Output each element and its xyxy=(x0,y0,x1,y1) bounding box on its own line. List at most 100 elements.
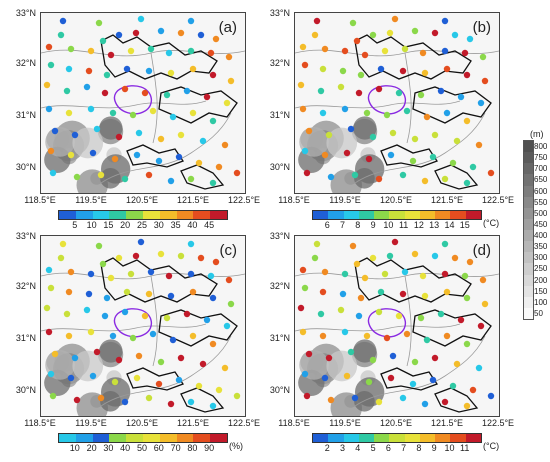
station-marker xyxy=(233,392,241,400)
terrain-blob xyxy=(99,339,123,363)
station-marker xyxy=(45,105,53,113)
lat-label-a-31: 31°N xyxy=(15,110,36,120)
station-marker xyxy=(401,45,409,53)
station-marker xyxy=(199,360,207,368)
station-marker xyxy=(325,131,333,139)
lon-label-ab-1185: 118.5°E xyxy=(24,195,56,205)
station-marker xyxy=(157,135,165,143)
station-marker xyxy=(115,356,123,364)
station-marker xyxy=(343,372,351,380)
station-marker xyxy=(457,316,465,324)
elevation-tick: 100 xyxy=(534,297,548,307)
lon-label-ab-1215: 121.5°E xyxy=(176,195,210,205)
station-marker xyxy=(59,17,67,25)
colorbar-b-tick: 13 xyxy=(429,220,440,230)
station-marker xyxy=(177,131,185,139)
colorbar-a-segment xyxy=(59,211,76,219)
colorbar-c-tick: 10 xyxy=(69,443,80,453)
colorbar-b-unit: (°C) xyxy=(483,218,500,228)
elevation-tick: 350 xyxy=(534,242,548,252)
station-marker xyxy=(463,117,471,125)
lat-label-d-32: 32°N xyxy=(269,281,290,291)
lon-label-bb-1195: 119.5°E xyxy=(329,195,361,205)
colorbar-a-segment xyxy=(159,211,177,219)
elevation-tick: 600 xyxy=(534,186,548,196)
colorbar-c-tick: 30 xyxy=(103,443,114,453)
station-marker xyxy=(129,334,137,342)
terrain-shading xyxy=(44,339,131,416)
province-boundary xyxy=(41,49,245,184)
panel-label-b: (b) xyxy=(472,19,491,36)
station-marker xyxy=(451,31,459,39)
lon-label-cb-1185: 118.5°E xyxy=(24,418,56,428)
station-marker xyxy=(457,93,465,101)
station-marker xyxy=(195,159,203,167)
station-marker xyxy=(375,85,383,93)
station-marker xyxy=(399,171,407,179)
lat-label-b-33: 33°N xyxy=(269,8,290,18)
elevation-segment xyxy=(524,152,533,164)
station-marker xyxy=(395,89,403,97)
elevation-tick: 450 xyxy=(534,219,548,229)
station-marker xyxy=(137,238,145,246)
terrain-blob xyxy=(326,350,358,382)
station-marker xyxy=(381,270,389,278)
station-marker xyxy=(377,65,385,73)
colorbar-b-segment xyxy=(328,211,344,219)
station-marker xyxy=(339,290,347,298)
station-marker xyxy=(411,250,419,258)
colorbar-c-segment xyxy=(75,434,93,442)
station-marker xyxy=(109,109,117,117)
colorbar-b-segment xyxy=(404,211,420,219)
elevation-segment xyxy=(524,207,533,219)
colorbar-d-tick: 7 xyxy=(401,443,407,453)
station-marker xyxy=(45,43,53,51)
station-marker xyxy=(49,392,57,400)
station-marker xyxy=(311,254,319,262)
station-marker xyxy=(141,312,149,320)
station-marker xyxy=(127,270,135,278)
station-marker xyxy=(51,350,59,358)
station-marker xyxy=(475,364,483,372)
colorbar-d-segment xyxy=(450,434,466,442)
station-marker xyxy=(189,332,197,340)
station-marker xyxy=(107,51,115,59)
colorbar-b-tick: 14 xyxy=(444,220,455,230)
station-marker xyxy=(301,284,309,292)
station-marker xyxy=(73,396,81,404)
station-marker xyxy=(59,240,67,248)
station-marker xyxy=(73,173,81,181)
colorbar-d-tick: 5 xyxy=(370,443,376,453)
map-a xyxy=(41,15,245,193)
lon-label-bb-1185: 118.5°E xyxy=(278,195,310,205)
station-marker xyxy=(195,382,203,390)
station-marker xyxy=(133,374,141,382)
colorbar-a-segment xyxy=(75,211,93,219)
station-marker xyxy=(101,312,109,320)
station-marker xyxy=(101,89,109,97)
station-marker xyxy=(313,17,321,25)
station-marker xyxy=(463,179,471,187)
station-marker xyxy=(189,288,197,296)
station-marker xyxy=(177,252,185,260)
lat-label-a-33: 33°N xyxy=(15,8,36,18)
station-marker xyxy=(363,332,371,340)
station-marker xyxy=(429,153,437,161)
colorbar-d-tick: 4 xyxy=(355,443,361,453)
colorbar-b xyxy=(312,210,482,220)
station-marker xyxy=(121,308,129,316)
terrain-shading xyxy=(298,339,385,416)
elevation-segment xyxy=(524,274,533,286)
station-marker xyxy=(189,109,197,117)
station-marker xyxy=(67,268,75,276)
station-marker xyxy=(71,131,79,139)
colorbar-c-tick: 20 xyxy=(86,443,97,453)
station-marker xyxy=(95,242,103,250)
station-marker xyxy=(63,310,71,318)
station-marker xyxy=(97,394,105,402)
colorbar-d-segment xyxy=(389,434,405,442)
station-marker xyxy=(437,87,445,95)
station-marker xyxy=(409,380,417,388)
station-marker xyxy=(65,109,73,117)
station-marker xyxy=(65,65,73,73)
